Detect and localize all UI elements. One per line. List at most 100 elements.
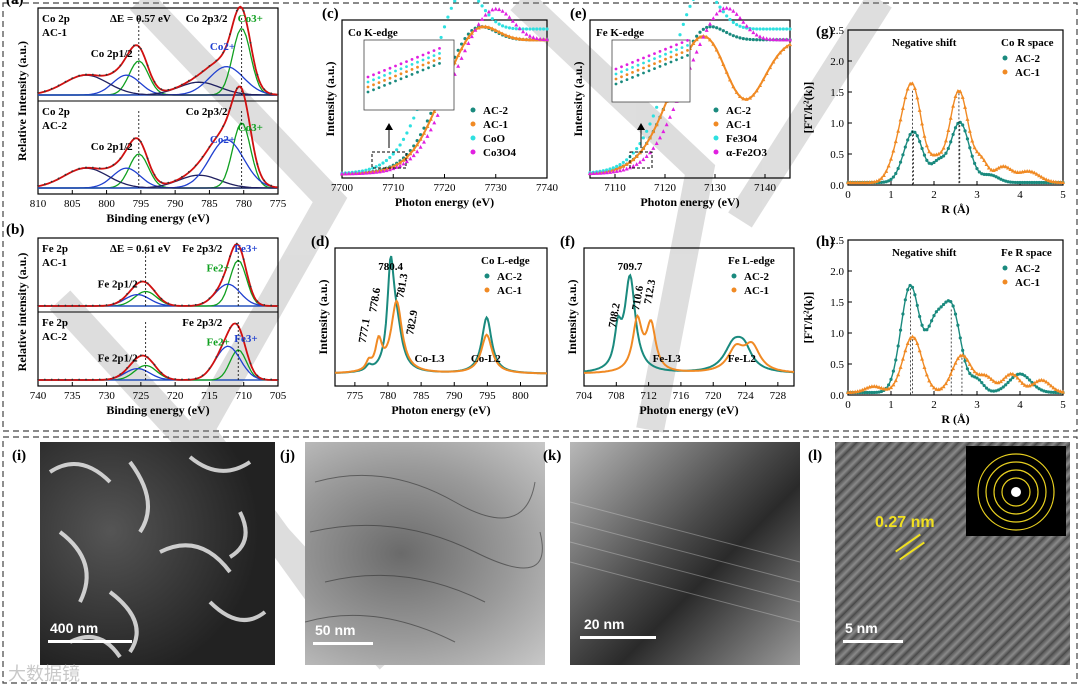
g-b-bottom-raw-2 (50, 378, 53, 381)
g-e-inset-pt-2-0 (614, 72, 618, 76)
g-e-s2-pt-27 (678, 33, 682, 37)
g-e-s1-pt-14 (634, 154, 639, 158)
g-h-s0-pt-34 (927, 324, 931, 328)
g-c-inset-pt-0-7 (405, 75, 408, 78)
g-a-top-raw-35 (277, 93, 279, 96)
g-e-s3-pt-3 (598, 170, 602, 175)
lattice-text: 0.27 nm (875, 514, 935, 531)
g-h-s1-pt-33 (924, 372, 929, 377)
g-h-s1-pt-59 (986, 374, 991, 379)
g-a-bottom-raw-2 (50, 180, 53, 183)
g-e-s1-pt-51 (758, 83, 762, 88)
g-a-bottom-raw-11 (112, 163, 115, 166)
g-b-top-raw-12 (119, 299, 122, 302)
g-b-bottom-name: Fe 2p (42, 317, 68, 329)
g-h-s1-pt-76 (1027, 383, 1032, 388)
g-h-s1-pt-49 (963, 354, 968, 359)
g-g-line-1 (848, 82, 1064, 184)
g-h-s0-pt-64 (999, 387, 1003, 391)
g-e-s3-pt-52 (761, 35, 766, 40)
g-e-inset-pt-2-2 (625, 68, 629, 71)
g-h-title: Fe R space (1001, 247, 1052, 259)
g-b-top-raw-33 (263, 304, 266, 306)
g-b-top-raw-13 (126, 293, 129, 295)
g-c-inset-pt-0-11 (427, 66, 430, 70)
g-c-s1-pt-49 (507, 34, 512, 39)
g-e-s2-pt-45 (738, 24, 742, 28)
g-d-line-ac1 (335, 298, 547, 375)
g-c-s3-pt-45 (493, 6, 498, 11)
g-b-top-raw-6 (78, 304, 81, 307)
g-e-s2-pt-7 (611, 166, 615, 170)
g-c-s3-pt-34 (456, 63, 461, 68)
g-a-bottom-raw-27 (222, 125, 225, 128)
g-a-bottom-raw-9 (98, 167, 101, 170)
g-c-s3-pt-17 (398, 163, 403, 168)
g-h-s1-pt-13 (877, 385, 882, 389)
g-g-ytick-label-0: 0.0 (830, 180, 844, 192)
g-g-s0-pt-31 (920, 146, 924, 151)
g-h-s1-pt-77 (1029, 382, 1034, 387)
g-e-s0-pt-33 (698, 30, 702, 34)
g-a-top-raw-24 (201, 70, 204, 73)
g-f-peak-label-3: 712.3 (642, 278, 658, 305)
g-e-s0-pt-39 (718, 27, 722, 31)
g-a-xtick-label-3: 795 (133, 198, 150, 210)
g-h-s0-pt-25 (906, 288, 910, 292)
g-c-s1-pt-51 (514, 36, 519, 41)
g-b-bottom-raw-12 (119, 373, 122, 376)
g-g-s1-pt-22 (898, 117, 903, 122)
g-e-s2-pt-52 (761, 27, 765, 31)
g-e-s3-pt-48 (748, 27, 752, 32)
g-c-s2-pt-50 (511, 26, 515, 31)
g-g-s1-pt-40 (941, 145, 946, 150)
g-b-bottom-raw-15 (139, 354, 142, 357)
g-c-s1-pt-23 (418, 137, 423, 141)
g-c-s1-pt-16 (394, 162, 399, 167)
g-c-inset-pt-2-0 (366, 80, 370, 84)
g-e-s2-pt-16 (641, 136, 645, 140)
g-a-top-raw-33 (263, 88, 266, 91)
g-h-s0-pt-38 (937, 307, 941, 311)
g-c-s2-pt-57 (535, 27, 539, 31)
g-a-bottom-raw-31 (249, 128, 252, 131)
g-b-top-raw-7 (85, 304, 87, 307)
g-e-s2-pt-41 (725, 14, 729, 18)
g-h-s0-pt-41 (944, 300, 948, 304)
g-a-bottom-raw-21 (181, 175, 183, 178)
g-e-s0-pt-44 (735, 35, 739, 39)
g-a-bottom-raw-33 (263, 179, 266, 182)
g-h-s1-pt-23 (900, 356, 905, 361)
g-b-xtick-label-6: 710 (235, 390, 252, 402)
g-d-peak-label-0: 780.4 (378, 261, 403, 273)
g-g-s1-pt-12 (874, 179, 879, 183)
g-e-s0-pt-42 (728, 32, 732, 36)
g-e-s3-pt-21 (658, 135, 662, 140)
g-f-edge-0: Fe-L3 (653, 353, 682, 365)
g-e-s1-pt-11 (624, 162, 629, 166)
g-h-s0-pt-55 (977, 378, 981, 382)
g-e-s1-pt-49 (751, 92, 756, 97)
g-a-xlabel: Binding energy (eV) (106, 211, 209, 225)
g-a-bottom-peak1: Co 2p1/2 (91, 141, 133, 153)
g-g-s1-pt-52 (970, 138, 975, 143)
g-e-inset-pt-3-2 (625, 63, 629, 66)
g-h-xtick-label-2: 2 (931, 399, 937, 411)
g-c-inset-pt-0-0 (366, 90, 370, 94)
g-h-s0-pt-49 (963, 359, 967, 363)
g-h-s1-pt-89 (1058, 389, 1063, 394)
panel-a: (a) 810 805 800 795 790 785 780 775 Binding energ… (6, 0, 287, 225)
g-a-top-c2label: Co2+ (210, 41, 235, 53)
g-a-top-raw-11 (112, 70, 115, 73)
g-h-s0-pt-33 (925, 328, 929, 332)
g-g-s1-pt-45 (953, 94, 958, 99)
g-c-s3-pt-18 (401, 161, 406, 166)
g-h-s1-pt-83 (1044, 379, 1049, 384)
g-c-legend-2: CoO (483, 133, 505, 145)
g-e-s1-pt-56 (774, 54, 779, 59)
g-e-s1-pt-41 (724, 70, 729, 74)
g-b-bottom-raw-1 (43, 378, 46, 381)
g-g-ytick-label-1: 0.5 (830, 149, 844, 161)
g-h-s1-pt-69 (1010, 371, 1015, 376)
g-c-inset-pt-3-0 (366, 75, 370, 79)
